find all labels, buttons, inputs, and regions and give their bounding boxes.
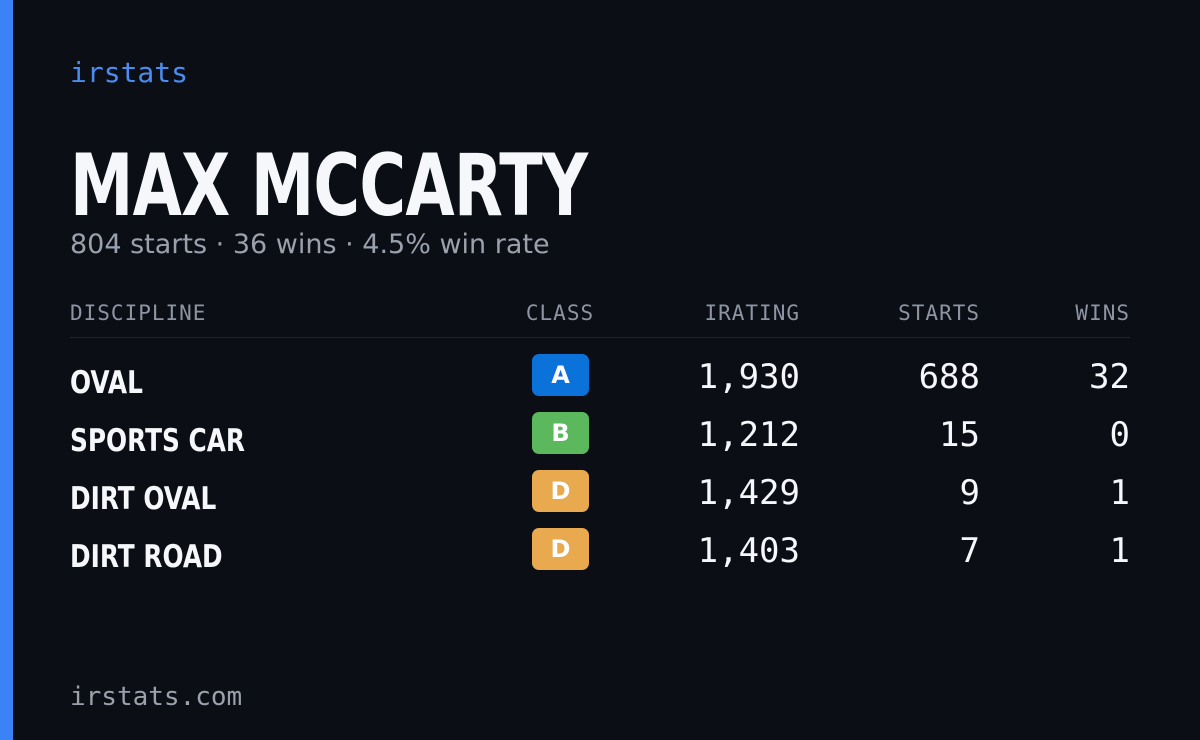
driver-summary: 804 starts · 36 wins · 4.5% win rate: [70, 229, 550, 260]
wins: 32: [1089, 357, 1130, 397]
starts: 15: [939, 415, 980, 455]
irating: 1,212: [697, 415, 800, 455]
irating: 1,403: [697, 531, 800, 571]
starts: 9: [959, 473, 980, 513]
class-badge: D: [532, 470, 589, 512]
discipline: DIRT ROAD: [70, 539, 223, 575]
header-rule: [70, 337, 1130, 338]
wins: 1: [1109, 473, 1130, 513]
discipline: OVAL: [70, 365, 143, 401]
discipline: DIRT OVAL: [70, 481, 217, 517]
class-badge: A: [532, 354, 589, 396]
irating: 1,429: [697, 473, 800, 513]
class-badge: D: [532, 528, 589, 570]
class-badge: B: [532, 412, 589, 454]
column-header: DISCIPLINE: [70, 301, 207, 325]
footer-url: irstats.com: [70, 682, 243, 712]
accent-bar: [0, 0, 13, 740]
column-header: CLASS: [525, 301, 595, 325]
brand: irstats: [70, 56, 189, 89]
column-header: WINS: [1075, 301, 1130, 325]
wins: 0: [1109, 415, 1130, 455]
column-header: IRATING: [704, 301, 800, 325]
discipline: SPORTS CAR: [70, 423, 246, 459]
wins: 1: [1109, 531, 1130, 571]
column-header: STARTS: [898, 301, 980, 325]
starts: 688: [918, 357, 980, 397]
driver-name: MAX MCCARTY: [70, 136, 588, 236]
starts: 7: [959, 531, 980, 571]
irating: 1,930: [697, 357, 800, 397]
